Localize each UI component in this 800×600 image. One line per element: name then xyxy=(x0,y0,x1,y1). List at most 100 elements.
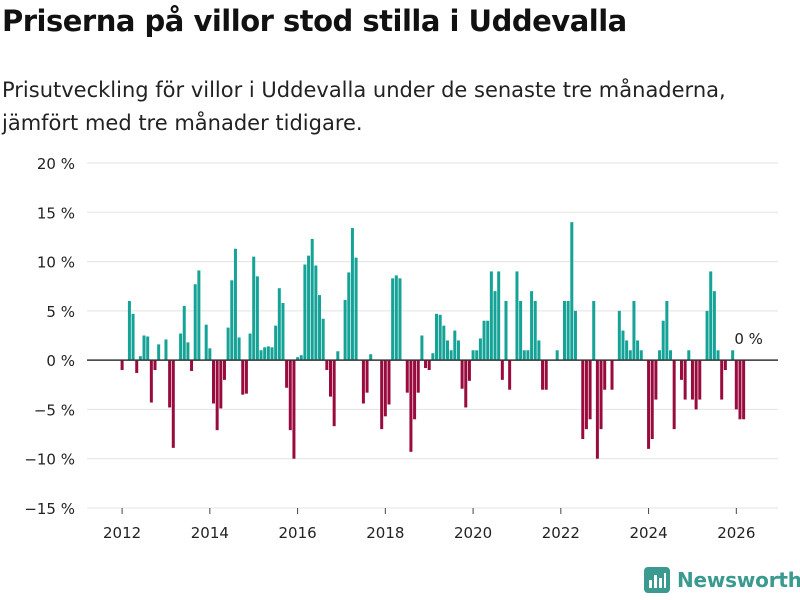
bar-positive xyxy=(639,350,643,361)
bar-negative xyxy=(588,360,592,420)
bar-negative xyxy=(424,360,428,369)
bar-positive xyxy=(475,350,479,361)
bar-negative xyxy=(135,360,139,373)
bar-negative xyxy=(683,360,687,400)
bar-negative xyxy=(416,360,420,393)
grid-lines xyxy=(87,162,778,509)
bar-positive xyxy=(519,301,523,361)
bar-negative xyxy=(654,360,658,400)
bar-positive xyxy=(230,280,234,361)
bar-negative xyxy=(212,360,215,404)
chart-title: Priserna på villor stod stilla i Uddeval… xyxy=(2,4,627,38)
bar-negative xyxy=(694,360,698,410)
y-tick-label: −15 % xyxy=(24,500,75,518)
bar-negative xyxy=(292,360,296,459)
bar-negative xyxy=(679,360,683,380)
bar-positive xyxy=(281,302,285,361)
bar-negative xyxy=(698,360,702,400)
bar-negative xyxy=(365,360,369,393)
bar-positive xyxy=(705,310,709,361)
bar-positive xyxy=(321,318,325,361)
bar-positive xyxy=(435,313,439,361)
bar-positive xyxy=(438,314,442,361)
bar-negative xyxy=(584,360,588,430)
bar-positive xyxy=(204,324,208,361)
bar-positive xyxy=(233,248,237,361)
bar-positive xyxy=(307,255,311,361)
bar-negative xyxy=(380,360,384,430)
bar-positive xyxy=(296,357,300,361)
bar-negative xyxy=(153,360,157,370)
bar-negative xyxy=(610,360,614,390)
bar-negative xyxy=(690,360,694,400)
bar-positive xyxy=(445,340,449,361)
bar-positive xyxy=(248,333,252,361)
bar-positive xyxy=(522,350,526,361)
bar-negative xyxy=(332,360,336,427)
bar-positive xyxy=(186,342,190,361)
bar-negative xyxy=(219,360,223,409)
bar-positive xyxy=(131,313,135,361)
bar-negative xyxy=(647,360,651,449)
bar-positive xyxy=(226,327,230,361)
x-tick-label: 2022 xyxy=(542,524,580,542)
x-tick-label: 2026 xyxy=(717,524,755,542)
x-tick-label: 2012 xyxy=(103,524,141,542)
x-tick-label: 2018 xyxy=(366,524,404,542)
bar-positive xyxy=(310,238,314,361)
bar-positive xyxy=(277,288,281,361)
bar-positive xyxy=(482,320,486,361)
bar-positive xyxy=(369,354,373,361)
bar-positive xyxy=(478,338,482,361)
bar-positive xyxy=(318,295,322,361)
bar-positive xyxy=(343,300,347,361)
bar-positive xyxy=(628,350,632,361)
bar-positive xyxy=(157,344,161,361)
chart-subtitle: Prisutveckling för villor i Uddevalla un… xyxy=(2,78,726,135)
x-tick-label: 2014 xyxy=(191,524,229,542)
bar-positive xyxy=(617,310,621,361)
bar-negative xyxy=(500,360,504,380)
bar-positive xyxy=(621,330,625,361)
x-axis-ticks: 2012 2014 2016 2018 2020 2022 2024 2026 xyxy=(103,508,755,542)
bar-positive xyxy=(350,228,354,361)
bar-positive xyxy=(259,350,263,361)
bar-positive xyxy=(566,301,570,361)
bar-negative xyxy=(464,360,468,408)
bars xyxy=(120,222,746,459)
bar-positive xyxy=(266,346,270,361)
bar-negative xyxy=(603,360,607,390)
bar-negative xyxy=(734,360,738,410)
bar-positive xyxy=(314,265,318,361)
bar-positive xyxy=(391,278,395,361)
bar-positive xyxy=(179,333,183,361)
bar-positive xyxy=(431,353,435,361)
bar-negative xyxy=(387,360,391,405)
bar-positive xyxy=(562,301,566,361)
bar-positive xyxy=(687,350,691,361)
newsworthy-brand[interactable]: Newsworthy xyxy=(644,567,800,593)
bar-negative xyxy=(595,360,599,459)
bar-negative xyxy=(427,360,431,370)
bar-positive xyxy=(555,350,559,361)
bar-positive xyxy=(537,340,541,361)
bar-positive xyxy=(252,256,256,361)
x-tick-label: 2020 xyxy=(454,524,492,542)
bar-positive xyxy=(255,276,259,361)
bar-positive xyxy=(398,278,402,361)
bar-negative xyxy=(168,360,172,408)
bar-positive xyxy=(573,310,577,361)
bar-positive xyxy=(146,336,150,361)
bar-positive xyxy=(716,350,720,361)
bar-positive xyxy=(661,320,665,361)
bar-negative xyxy=(190,360,194,371)
bar-positive xyxy=(636,340,640,361)
bar-positive xyxy=(530,291,534,361)
bar-negative xyxy=(544,360,548,390)
bar-positive xyxy=(208,348,212,361)
bar-positive xyxy=(193,284,197,361)
bar-negative xyxy=(288,360,292,431)
bar-negative xyxy=(742,360,746,420)
bar-positive xyxy=(138,356,142,361)
